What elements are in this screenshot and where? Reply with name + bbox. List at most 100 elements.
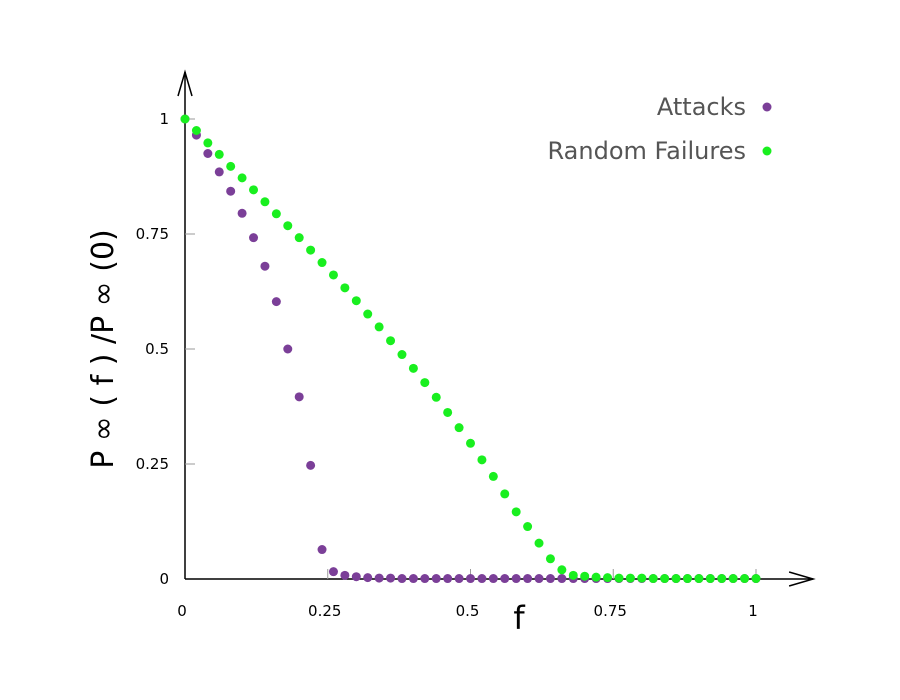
data-point (351, 296, 361, 306)
data-point (203, 149, 213, 158)
data-point (408, 574, 418, 584)
data-point (431, 574, 441, 584)
series-random-failures (180, 114, 761, 584)
data-point (397, 574, 407, 584)
data-point (374, 322, 384, 332)
data-point (625, 573, 635, 583)
data-point (454, 423, 464, 433)
data-point (488, 471, 498, 481)
data-point (271, 297, 281, 307)
data-point (500, 489, 510, 499)
data-point (203, 138, 213, 148)
x-tick-label: 1 (748, 602, 758, 620)
y-axis-title: P ∞ ( f ) /P ∞ (0) (86, 229, 121, 469)
y-tick-label: 1 (159, 110, 169, 128)
data-point (420, 574, 430, 584)
y-tick-label: 0.75 (136, 225, 169, 243)
data-point (671, 574, 681, 584)
data-point (386, 573, 396, 583)
data-point (500, 574, 510, 584)
data-point (751, 574, 761, 584)
data-point (374, 573, 384, 583)
data-point (717, 574, 727, 584)
data-point (260, 197, 270, 207)
data-point (397, 350, 407, 360)
data-point (386, 336, 396, 346)
x-axis-arrow (788, 571, 816, 587)
x-tick-label: 0.25 (308, 602, 341, 620)
y-axis-arrow (177, 69, 193, 97)
data-point (511, 507, 521, 517)
data-point (363, 573, 373, 583)
x-tick-label: 0.75 (594, 602, 627, 620)
data-point (340, 570, 350, 580)
data-point (523, 522, 533, 532)
y-axis-ticks: 0 0.25 0.5 0.75 1 (136, 110, 195, 588)
data-point (660, 574, 670, 584)
y-tick-label: 0.25 (136, 455, 169, 473)
data-point (545, 574, 555, 584)
legend-label: Random Failures (548, 137, 746, 165)
data-point (740, 574, 750, 584)
data-point (306, 460, 316, 470)
data-point (328, 567, 338, 577)
data-point (557, 565, 567, 575)
data-point (488, 574, 498, 584)
data-point (477, 455, 487, 465)
data-point (454, 574, 464, 584)
data-point (705, 574, 715, 584)
data-point (511, 574, 521, 584)
data-point (408, 363, 418, 373)
data-point (545, 554, 555, 564)
data-point (728, 574, 738, 584)
data-point (431, 392, 441, 402)
data-point (237, 208, 247, 218)
data-point (523, 574, 533, 584)
data-point (614, 573, 624, 583)
series-layer (180, 114, 761, 584)
y-tick-label: 0 (159, 570, 169, 588)
data-point (214, 167, 224, 177)
data-point (340, 283, 350, 293)
data-point (283, 221, 293, 231)
data-point (466, 574, 475, 584)
data-point (568, 570, 578, 580)
data-point (648, 574, 658, 584)
data-point (249, 233, 259, 243)
data-point (294, 392, 304, 402)
data-point (443, 407, 453, 417)
data-point (214, 149, 224, 159)
data-point (260, 261, 270, 271)
data-point (328, 270, 338, 280)
data-point (534, 538, 544, 548)
data-point (317, 545, 327, 555)
y-tick-label: 0.5 (145, 340, 169, 358)
data-point (420, 378, 430, 388)
data-point (477, 574, 487, 584)
x-tick-label: 0.5 (456, 602, 480, 620)
data-point (317, 258, 327, 268)
x-tick-label: 0 (177, 602, 187, 620)
data-point (249, 185, 259, 195)
data-point (306, 245, 316, 255)
data-point (351, 572, 361, 582)
data-point (557, 574, 567, 584)
series-attacks (180, 114, 761, 584)
data-point (603, 573, 613, 583)
x-axis-title: f (513, 599, 525, 637)
data-point (363, 309, 373, 319)
data-point (534, 574, 544, 584)
data-point (591, 572, 601, 582)
data-point (271, 209, 281, 219)
data-point (637, 573, 647, 583)
legend: Attacks Random Failures (548, 93, 772, 165)
data-point (466, 438, 475, 448)
data-point (226, 186, 236, 196)
data-point (237, 173, 247, 183)
data-point (191, 126, 201, 135)
data-point (294, 233, 304, 243)
data-point (580, 571, 590, 581)
data-point (180, 114, 190, 124)
data-point (283, 344, 293, 354)
